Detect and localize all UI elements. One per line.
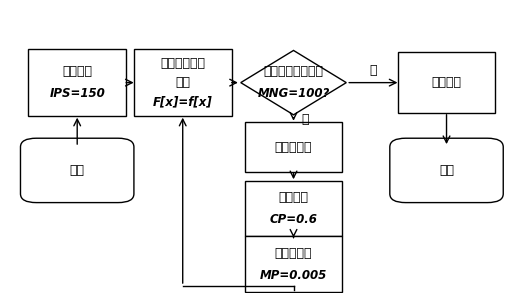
Text: 评估: 评估	[175, 76, 190, 89]
Text: 单点交叉: 单点交叉	[279, 191, 308, 204]
Text: 是: 是	[370, 64, 377, 77]
Text: 基本位变异: 基本位变异	[275, 247, 312, 260]
FancyBboxPatch shape	[390, 138, 503, 203]
FancyBboxPatch shape	[21, 138, 134, 203]
Text: MNG=100?: MNG=100?	[257, 87, 330, 100]
Text: 否: 否	[302, 113, 309, 126]
Text: 适应度计算和: 适应度计算和	[160, 57, 205, 70]
Text: 按比例选择: 按比例选择	[275, 141, 312, 153]
FancyBboxPatch shape	[245, 236, 342, 292]
Text: MP=0.005: MP=0.005	[260, 268, 327, 282]
FancyBboxPatch shape	[398, 52, 495, 113]
Polygon shape	[241, 51, 346, 115]
Text: 是否满足终止条件: 是否满足终止条件	[263, 65, 324, 78]
Text: 结束: 结束	[439, 164, 454, 177]
Text: 优化参数: 优化参数	[432, 76, 461, 89]
FancyBboxPatch shape	[245, 122, 342, 172]
Text: IPS=150: IPS=150	[49, 87, 105, 100]
FancyBboxPatch shape	[245, 181, 342, 236]
Text: CP=0.6: CP=0.6	[270, 213, 317, 226]
FancyBboxPatch shape	[29, 49, 126, 116]
Text: 开始: 开始	[70, 164, 85, 177]
Text: 初始种群: 初始种群	[62, 65, 92, 78]
FancyBboxPatch shape	[134, 49, 232, 116]
Text: F[x]=f[x]: F[x]=f[x]	[153, 95, 213, 108]
